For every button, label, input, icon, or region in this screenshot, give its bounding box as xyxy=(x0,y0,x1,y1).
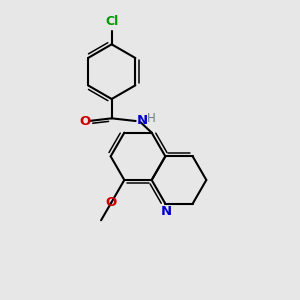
Text: H: H xyxy=(147,112,156,125)
Text: O: O xyxy=(106,196,117,209)
Text: N: N xyxy=(137,115,148,128)
Text: O: O xyxy=(80,115,91,128)
Text: N: N xyxy=(160,205,172,218)
Text: Cl: Cl xyxy=(105,15,118,28)
